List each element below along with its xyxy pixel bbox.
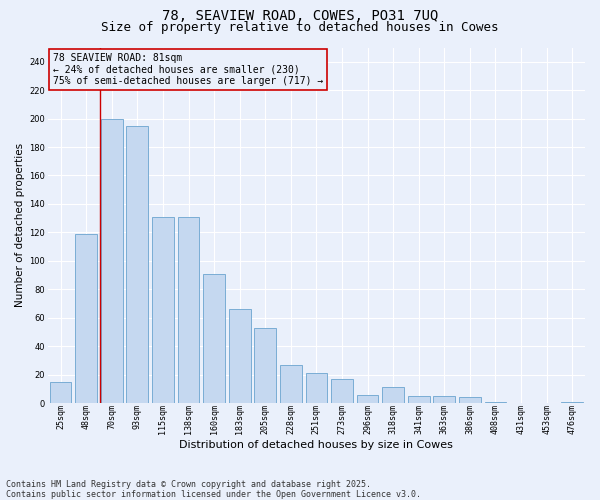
X-axis label: Distribution of detached houses by size in Cowes: Distribution of detached houses by size … (179, 440, 454, 450)
Bar (50, 382, 71, 403)
Bar (433, 396, 455, 403)
Bar (229, 309, 251, 403)
Bar (101, 118, 122, 403)
Bar (76, 234, 97, 403)
Bar (562, 402, 583, 403)
Bar (408, 396, 430, 403)
Bar (280, 364, 302, 403)
Bar (203, 274, 225, 403)
Text: 78 SEAVIEW ROAD: 81sqm
← 24% of detached houses are smaller (230)
75% of semi-de: 78 SEAVIEW ROAD: 81sqm ← 24% of detached… (53, 53, 323, 86)
Bar (459, 398, 481, 403)
Text: 78, SEAVIEW ROAD, COWES, PO31 7UQ: 78, SEAVIEW ROAD, COWES, PO31 7UQ (162, 9, 438, 23)
Text: Size of property relative to detached houses in Cowes: Size of property relative to detached ho… (101, 21, 499, 34)
Bar (485, 402, 506, 403)
Bar (127, 126, 148, 403)
Bar (331, 379, 353, 403)
Bar (382, 388, 404, 403)
Y-axis label: Number of detached properties: Number of detached properties (15, 143, 25, 308)
Bar (305, 373, 327, 403)
Bar (356, 394, 379, 403)
Bar (178, 216, 199, 403)
Bar (152, 216, 174, 403)
Bar (254, 328, 276, 403)
Text: Contains HM Land Registry data © Crown copyright and database right 2025.
Contai: Contains HM Land Registry data © Crown c… (6, 480, 421, 499)
